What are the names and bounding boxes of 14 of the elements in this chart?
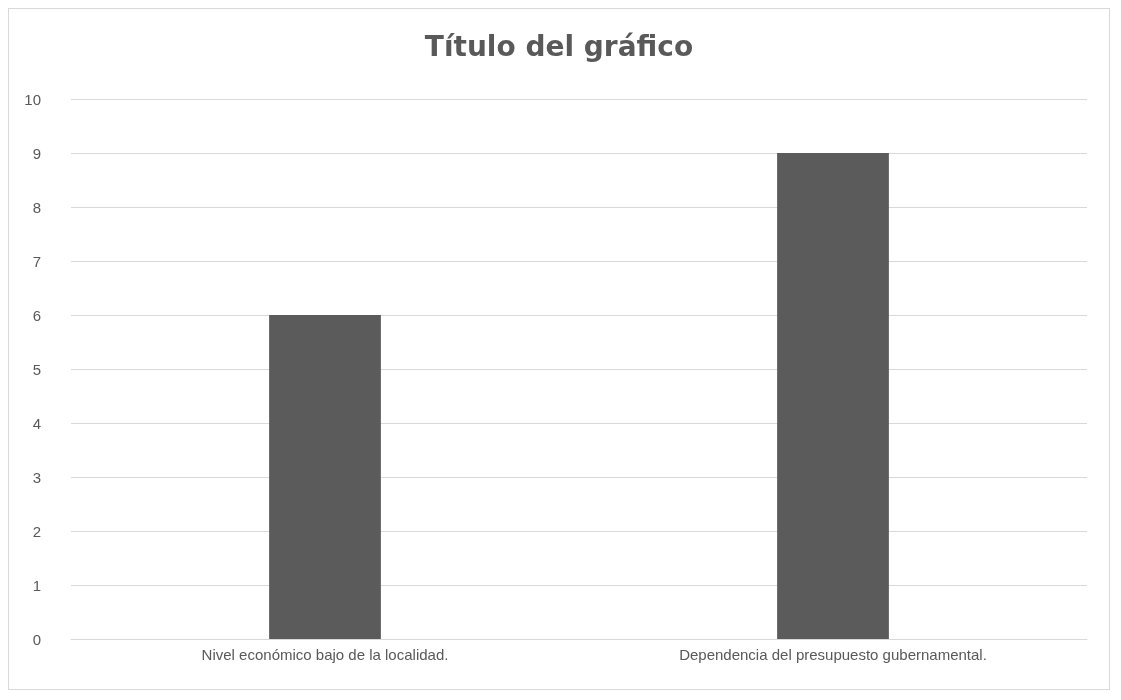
y-tick-label: 5 (32, 360, 41, 378)
y-tick-label: 4 (32, 414, 41, 432)
y-tick-label: 7 (32, 252, 41, 270)
y-tick-label: 6 (32, 306, 41, 324)
y-tick-label: 10 (24, 90, 41, 108)
x-tick-label: Dependencia del presupuesto gubernamental. (679, 646, 987, 663)
y-tick-label: 2 (32, 522, 41, 540)
y-tick-label: 0 (32, 630, 41, 648)
y-tick-label: 3 (32, 468, 41, 486)
chart-title: Título del gráfico (424, 29, 694, 63)
y-tick-label: 9 (32, 144, 41, 162)
y-tick-label: 1 (32, 576, 41, 594)
x-tick-label: Nivel económico bajo de la localidad. (201, 646, 449, 663)
y-tick-label: 8 (32, 198, 41, 216)
